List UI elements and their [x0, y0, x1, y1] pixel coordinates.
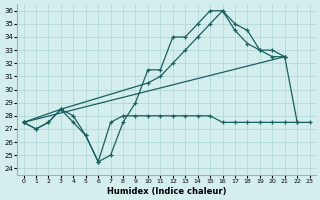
X-axis label: Humidex (Indice chaleur): Humidex (Indice chaleur)	[107, 187, 226, 196]
